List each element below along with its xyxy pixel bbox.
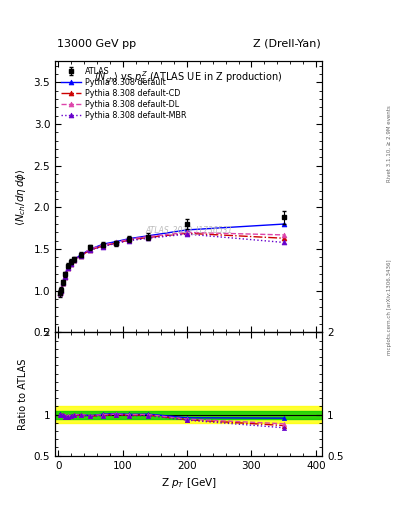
Pythia 8.308 default-DL (127, 236, 131, 242)
Pythia 8.308 default-DL (61, 280, 65, 286)
Pythia 8.308 default (59, 287, 64, 293)
Legend: ATLAS, Pythia 8.308 default, Pythia 8.308 default-CD, Pythia 8.308 default-DL, P: ATLAS, Pythia 8.308 default, Pythia 8.30… (59, 66, 188, 122)
Pythia 8.308 default-CD (101, 243, 106, 249)
Pythia 8.308 default-DL (62, 273, 67, 279)
Pythia 8.308 default-MBR (69, 261, 73, 267)
X-axis label: Z $p_T$ [GeV]: Z $p_T$ [GeV] (161, 476, 217, 490)
Pythia 8.308 default-CD (114, 240, 119, 246)
Bar (55, 411, 322, 419)
Pythia 8.308 default-DL (101, 242, 106, 248)
Pythia 8.308 default-CD (146, 234, 151, 241)
Pythia 8.308 default-DL (281, 232, 286, 238)
Pythia 8.308 default-DL (79, 252, 83, 258)
Pythia 8.308 default (61, 280, 65, 286)
Pythia 8.308 default-MBR (88, 247, 93, 253)
Pythia 8.308 default-DL (72, 256, 77, 262)
Pythia 8.308 default-DL (88, 246, 93, 252)
Text: mcplots.cern.ch [arXiv:1306.3436]: mcplots.cern.ch [arXiv:1306.3436] (387, 260, 391, 355)
Pythia 8.308 default-CD (127, 237, 131, 243)
Pythia 8.308 default-DL (59, 287, 64, 293)
Bar (55, 407, 322, 423)
Pythia 8.308 default-CD (61, 280, 65, 286)
Pythia 8.308 default-MBR (185, 231, 189, 237)
Text: Rivet 3.1.10, ≥ 2.9M events: Rivet 3.1.10, ≥ 2.9M events (387, 105, 391, 182)
Pythia 8.308 default-MBR (281, 239, 286, 245)
Pythia 8.308 default (62, 273, 67, 279)
Pythia 8.308 default-MBR (79, 253, 83, 259)
Pythia 8.308 default-MBR (59, 288, 64, 294)
Pythia 8.308 default (101, 241, 106, 247)
Pythia 8.308 default (146, 232, 151, 239)
Y-axis label: Ratio to ATLAS: Ratio to ATLAS (18, 358, 28, 430)
Pythia 8.308 default-MBR (66, 265, 70, 271)
Line: Pythia 8.308 default-CD: Pythia 8.308 default-CD (57, 231, 286, 296)
Text: $\langle N_{ch}\rangle$ vs $p_T^Z$ (ATLAS UE in Z production): $\langle N_{ch}\rangle$ vs $p_T^Z$ (ATLA… (94, 70, 283, 87)
Pythia 8.308 default-DL (57, 290, 62, 296)
Pythia 8.308 default (57, 290, 62, 296)
Pythia 8.308 default-MBR (146, 235, 151, 241)
Line: Pythia 8.308 default-DL: Pythia 8.308 default-DL (57, 230, 286, 296)
Pythia 8.308 default-CD (281, 235, 286, 241)
Pythia 8.308 default-CD (69, 261, 73, 267)
Pythia 8.308 default-DL (114, 239, 119, 245)
Pythia 8.308 default (79, 252, 83, 258)
Pythia 8.308 default-MBR (127, 238, 131, 244)
Pythia 8.308 default-CD (62, 273, 67, 280)
Pythia 8.308 default-MBR (72, 257, 77, 263)
Line: Pythia 8.308 default-MBR: Pythia 8.308 default-MBR (57, 231, 286, 296)
Pythia 8.308 default (127, 236, 131, 242)
Pythia 8.308 default-DL (66, 264, 70, 270)
Text: 13000 GeV pp: 13000 GeV pp (57, 38, 136, 49)
Pythia 8.308 default (114, 239, 119, 245)
Pythia 8.308 default-CD (88, 247, 93, 253)
Pythia 8.308 default-CD (66, 265, 70, 271)
Pythia 8.308 default-MBR (57, 290, 62, 296)
Pythia 8.308 default (88, 246, 93, 252)
Pythia 8.308 default-DL (185, 229, 189, 236)
Pythia 8.308 default-DL (146, 233, 151, 240)
Line: Pythia 8.308 default: Pythia 8.308 default (57, 222, 286, 295)
Pythia 8.308 default (69, 260, 73, 266)
Text: Z (Drell-Yan): Z (Drell-Yan) (253, 38, 320, 49)
Text: ATLAS_2019_I1736531: ATLAS_2019_I1736531 (145, 225, 232, 234)
Pythia 8.308 default (185, 227, 189, 233)
Pythia 8.308 default-MBR (62, 273, 67, 280)
Pythia 8.308 default (72, 256, 77, 262)
Pythia 8.308 default-CD (79, 253, 83, 259)
Pythia 8.308 default-DL (69, 260, 73, 266)
Pythia 8.308 default-MBR (61, 280, 65, 286)
Pythia 8.308 default-CD (57, 290, 62, 296)
Pythia 8.308 default-MBR (101, 244, 106, 250)
Pythia 8.308 default-CD (185, 230, 189, 237)
Y-axis label: $\langle N_{ch}/d\eta\, d\phi\rangle$: $\langle N_{ch}/d\eta\, d\phi\rangle$ (14, 168, 28, 226)
Pythia 8.308 default (66, 264, 70, 270)
Pythia 8.308 default (281, 221, 286, 227)
Pythia 8.308 default-CD (72, 257, 77, 263)
Pythia 8.308 default-MBR (114, 240, 119, 246)
Pythia 8.308 default-CD (59, 288, 64, 294)
